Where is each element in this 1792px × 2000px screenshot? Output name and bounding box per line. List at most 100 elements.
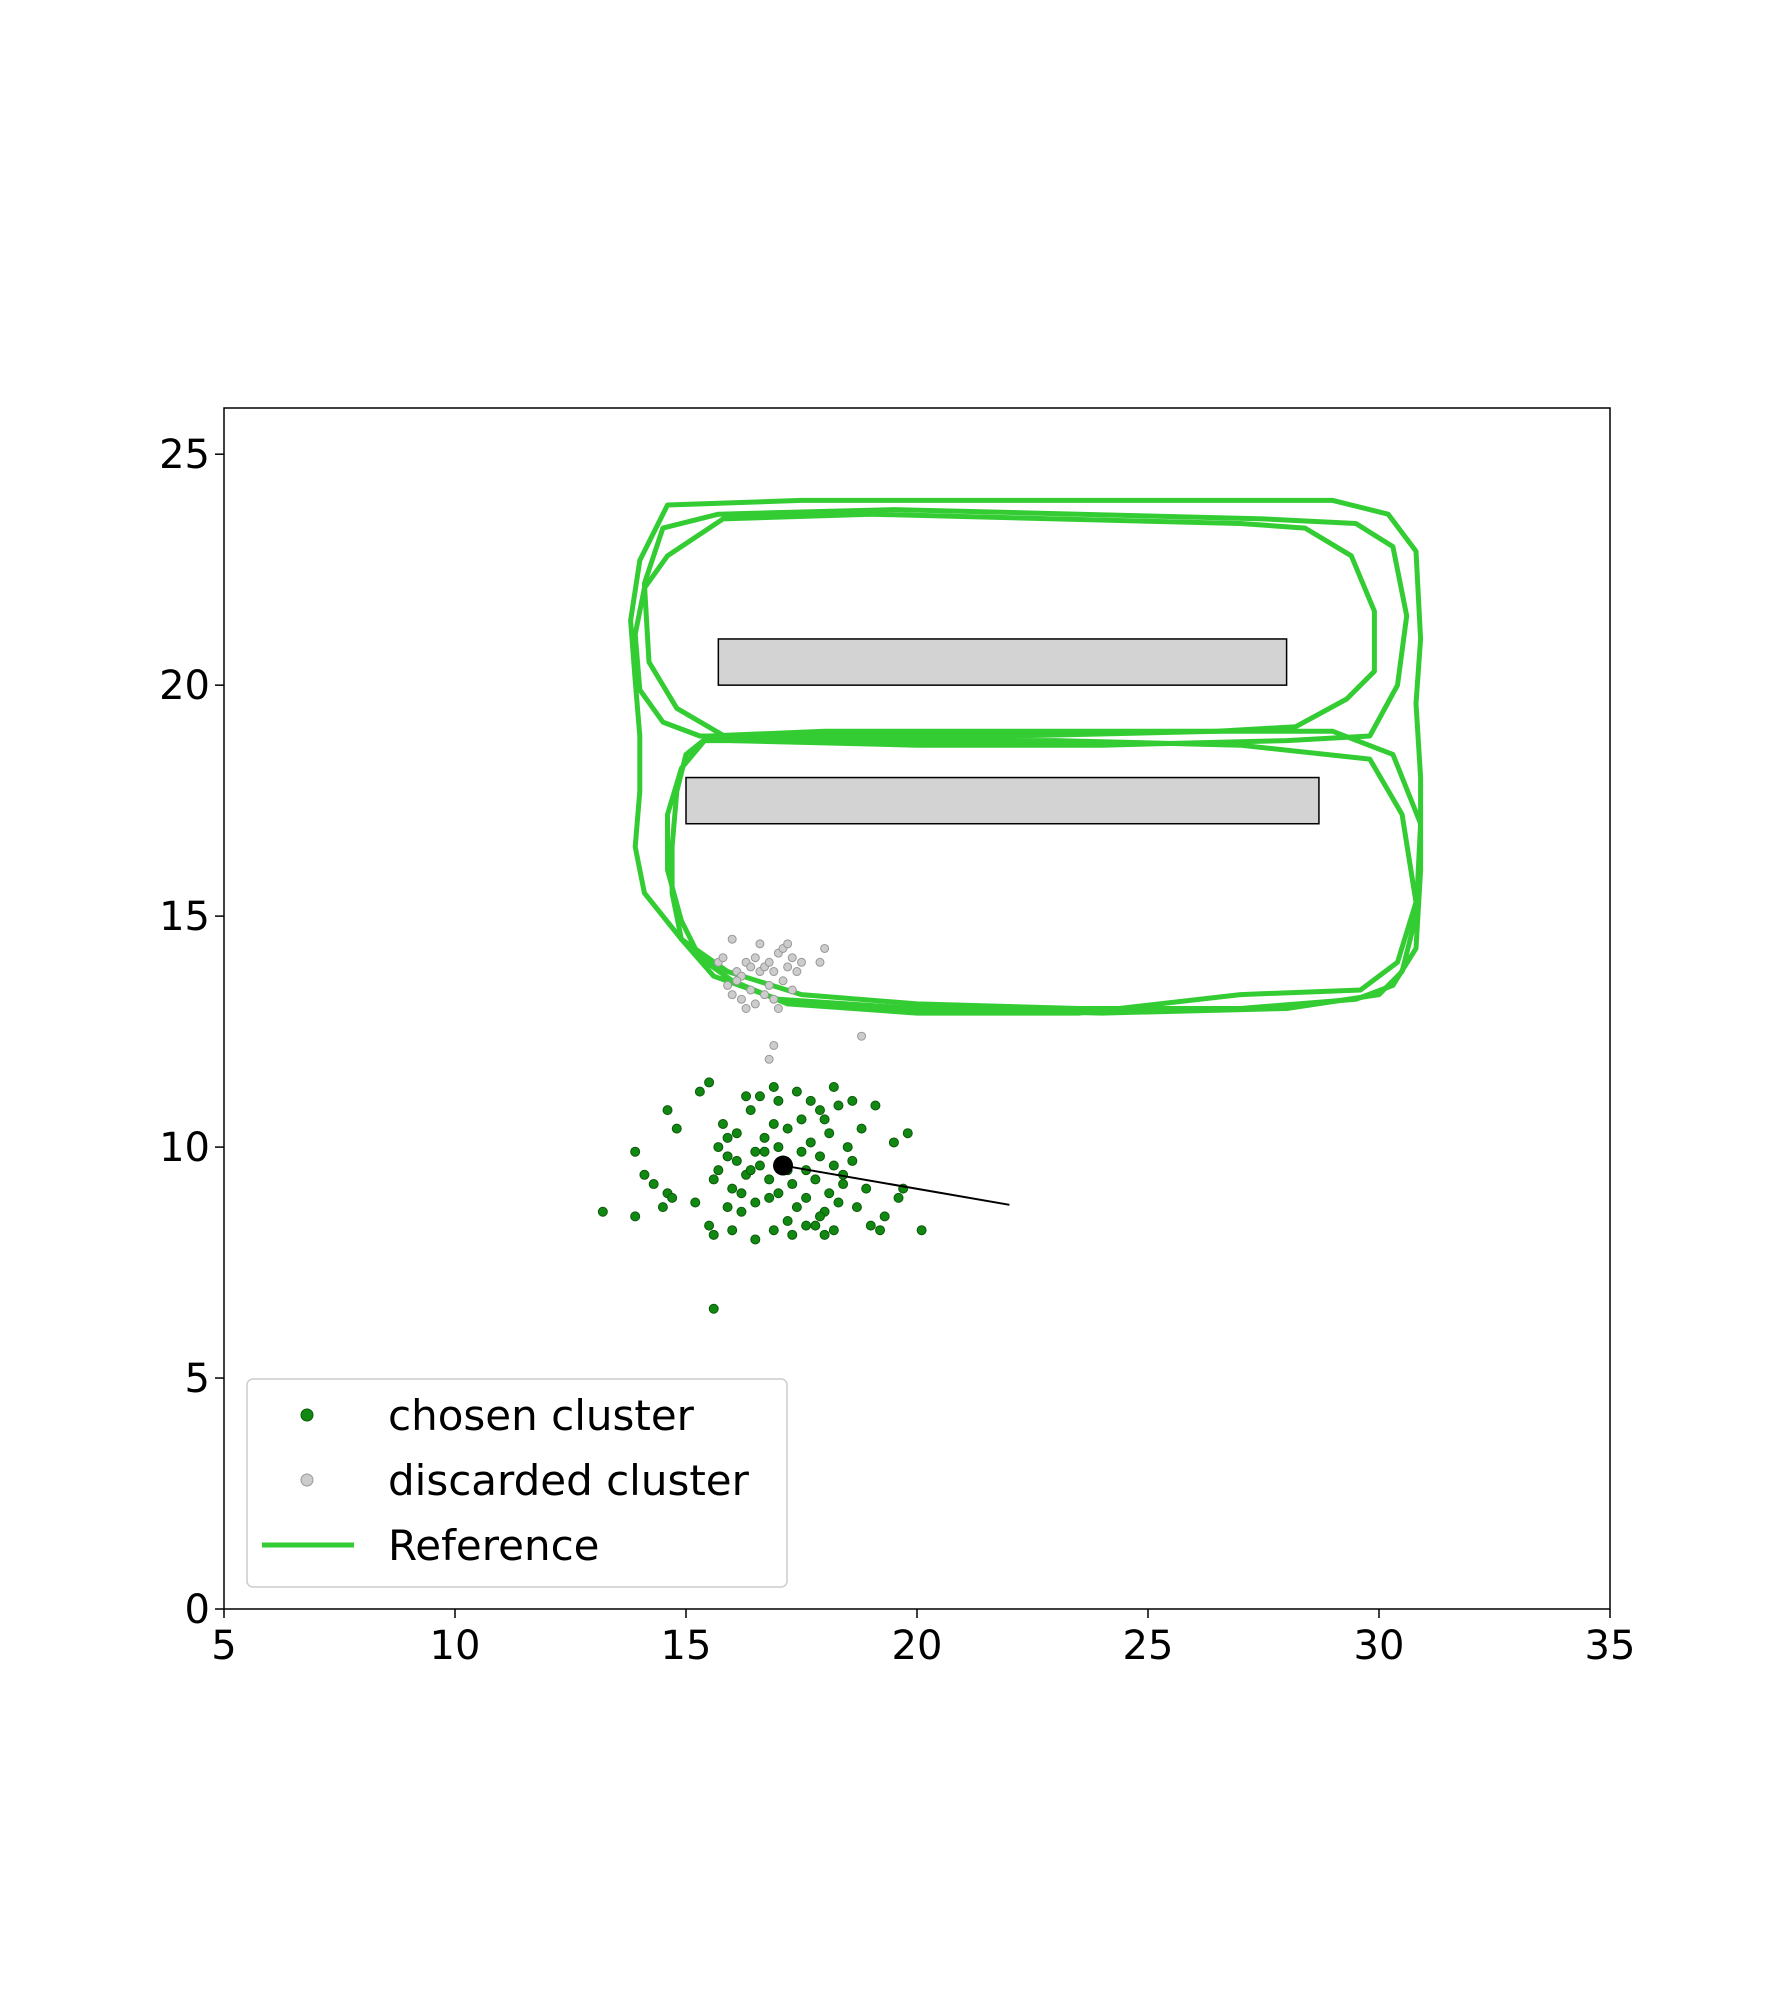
chosen-point: [865, 1220, 876, 1231]
chosen-point: [717, 1118, 728, 1129]
chosen-point: [773, 1142, 784, 1153]
legend-label-reference: Reference: [388, 1521, 600, 1570]
chosen-point: [741, 1091, 752, 1102]
chosen-point: [704, 1220, 715, 1231]
y-tick-label: 25: [159, 432, 210, 478]
legend: chosen cluster discarded cluster Referen…: [246, 1378, 788, 1588]
chosen-point: [828, 1225, 839, 1236]
chosen-point: [630, 1146, 641, 1157]
reference-path-1: [641, 507, 1410, 748]
discarded-point: [764, 957, 774, 967]
chosen-point: [713, 1142, 724, 1153]
legend-label-discarded: discarded cluster: [388, 1456, 750, 1505]
chosen-point: [842, 1142, 853, 1153]
chosen-point: [819, 1229, 830, 1240]
x-tick-label: 5: [211, 1623, 236, 1669]
chosen-point: [736, 1188, 747, 1199]
chosen-point: [750, 1197, 761, 1208]
reference-path-2: [628, 497, 1424, 1011]
chosen-point: [828, 1082, 839, 1093]
x-tick-label: 30: [1354, 1623, 1405, 1669]
chosen-point: [754, 1160, 765, 1171]
chosen-point: [727, 1183, 738, 1194]
chosen-point: [773, 1188, 784, 1199]
chosen-point: [630, 1211, 641, 1222]
chosen-point: [745, 1165, 756, 1176]
chosen-point: [888, 1137, 899, 1148]
chosen-point: [722, 1151, 733, 1162]
chosen-point: [759, 1132, 770, 1143]
heading-line: [782, 1164, 1010, 1206]
chosen-point: [824, 1188, 835, 1199]
discarded-point: [750, 999, 760, 1009]
legend-label-chosen: chosen cluster: [388, 1391, 695, 1440]
chosen-point: [801, 1192, 812, 1203]
chosen-point: [833, 1100, 844, 1111]
discarded-point: [797, 957, 806, 967]
discarded-point: [727, 990, 737, 1000]
discarded-point: [764, 1054, 774, 1064]
obstacle-0: [717, 638, 1288, 686]
chosen-point: [791, 1202, 802, 1213]
chosen-point: [810, 1220, 821, 1231]
chosen-point: [879, 1211, 890, 1222]
discarded-point: [783, 939, 793, 949]
x-tick-label: 15: [661, 1623, 712, 1669]
chosen-point: [791, 1086, 802, 1097]
chosen-point: [657, 1202, 668, 1213]
discarded-point: [815, 957, 825, 967]
chosen-point: [764, 1192, 775, 1203]
chosen-point: [847, 1095, 858, 1106]
discarded-point: [746, 985, 756, 995]
chosen-point: [639, 1169, 650, 1180]
chosen-point: [875, 1225, 886, 1236]
chosen-point: [773, 1095, 784, 1106]
discarded-point: [727, 934, 737, 944]
chosen-point: [824, 1128, 835, 1139]
chosen-point: [787, 1229, 798, 1240]
discarded-point: [760, 990, 770, 1000]
chosen-point: [796, 1146, 807, 1157]
chosen-point: [731, 1155, 742, 1166]
discarded-point: [755, 939, 765, 949]
discarded-point: [792, 967, 802, 977]
chosen-point: [833, 1197, 844, 1208]
chosen-point: [694, 1086, 705, 1097]
discarded-point: [750, 953, 760, 963]
chosen-point: [819, 1114, 830, 1125]
chosen-point: [745, 1105, 756, 1116]
discarded-point: [820, 943, 830, 953]
discarded-point: [746, 962, 756, 972]
chosen-point: [782, 1123, 793, 1134]
chosen-point: [713, 1165, 724, 1176]
chosen-point: [750, 1234, 761, 1245]
chosen-point: [662, 1105, 673, 1116]
estimate-point: [773, 1155, 794, 1176]
chosen-point: [893, 1192, 904, 1203]
chosen-point: [750, 1146, 761, 1157]
chosen-point: [690, 1197, 701, 1208]
y-tick-label: 10: [159, 1125, 210, 1171]
plot-area: [597, 497, 1424, 1314]
chosen-point: [597, 1206, 608, 1217]
chosen-point: [828, 1160, 839, 1171]
discarded-point: [718, 953, 728, 963]
chosen-point: [814, 1211, 825, 1222]
discarded-point: [787, 985, 797, 995]
legend-marker-discarded: [300, 1473, 314, 1487]
chosen-point: [731, 1128, 742, 1139]
reference-path-0: [632, 511, 1377, 739]
chosen-point: [814, 1105, 825, 1116]
chosen-point: [736, 1206, 747, 1217]
chosen-point: [768, 1225, 779, 1236]
chosen-point: [810, 1174, 821, 1185]
x-tick-label: 25: [1123, 1623, 1174, 1669]
obstacle-1: [685, 776, 1320, 825]
discarded-point: [741, 1004, 751, 1013]
chosen-point: [916, 1225, 927, 1236]
x-tick-label: 10: [430, 1623, 481, 1669]
x-tick-label: 35: [1585, 1623, 1636, 1669]
chosen-point: [782, 1215, 793, 1226]
chosen-point: [667, 1192, 678, 1203]
discarded-point: [732, 976, 742, 986]
